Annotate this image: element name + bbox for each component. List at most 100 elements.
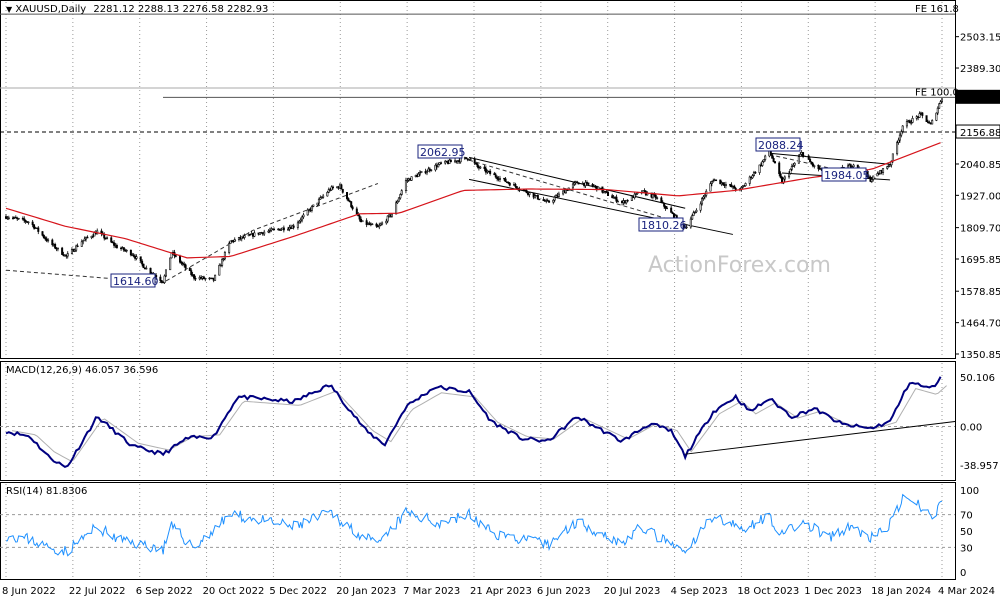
- candle-body: [778, 162, 781, 175]
- candle-body: [437, 164, 440, 168]
- candle-body: [900, 131, 903, 136]
- candle-body: [764, 155, 767, 160]
- candle-body: [665, 207, 668, 210]
- moving-average-line: [5, 142, 941, 259]
- symbol-dropdown-icon[interactable]: ▼: [6, 5, 13, 14]
- candle-body: [56, 247, 59, 250]
- candle-body: [125, 249, 128, 252]
- candle-body: [253, 232, 256, 237]
- candle-body: [159, 276, 162, 281]
- candle-body: [320, 197, 323, 199]
- macd-tick-label: -38.957: [960, 461, 999, 472]
- candle-body: [66, 253, 69, 257]
- candle-body: [390, 213, 393, 217]
- candle-body: [734, 188, 737, 190]
- candle-body: [476, 163, 479, 168]
- candle-body: [712, 180, 715, 183]
- candle-body: [434, 164, 437, 171]
- candle-body: [876, 173, 879, 177]
- candle-body: [525, 190, 528, 194]
- candle-body: [83, 238, 86, 241]
- price-tick-label: 2040.85: [960, 160, 1000, 171]
- candle-body: [351, 206, 354, 210]
- candle-body: [695, 209, 698, 213]
- candle-body: [661, 201, 664, 204]
- candle-body: [280, 228, 283, 231]
- candle-body: [719, 179, 722, 185]
- candle-body: [571, 183, 574, 189]
- candle-body: [306, 209, 309, 216]
- candle-body: [350, 201, 353, 208]
- candle-body: [24, 220, 27, 222]
- candle-body: [113, 242, 116, 246]
- candle-body: [110, 237, 113, 243]
- candle-body: [163, 275, 166, 283]
- candle-body: [701, 198, 704, 205]
- annotation-label: 1614.60: [113, 275, 159, 288]
- candle-body: [810, 161, 813, 164]
- candle-body: [699, 203, 702, 211]
- candle-body: [221, 259, 224, 266]
- candle-body: [691, 215, 694, 220]
- candle-body: [797, 156, 800, 164]
- candle-body: [939, 101, 942, 105]
- candle-body: [404, 179, 407, 191]
- rsi-panel-frame: [0, 482, 956, 580]
- candle-body: [532, 192, 535, 198]
- candle-body: [92, 235, 95, 238]
- x-tick-label: 7 Mar 2023: [403, 586, 460, 597]
- candle-body: [591, 184, 594, 187]
- candle-body: [577, 182, 580, 185]
- annotation-box: [417, 144, 463, 159]
- candle-body: [660, 197, 663, 203]
- annotation-label: 2088.24: [758, 139, 804, 152]
- candle-body: [193, 274, 196, 279]
- candle-body: [327, 189, 330, 193]
- candle-body: [905, 121, 908, 127]
- candle-body: [866, 171, 869, 178]
- candle-body: [355, 208, 358, 215]
- candle-body: [694, 211, 697, 213]
- candle-body: [219, 264, 222, 267]
- candle-body: [316, 202, 319, 206]
- x-tick-label: 8 Jun 2022: [2, 586, 56, 597]
- rsi-series: RSI(14) 81.8306 100 70 50 30 0: [0, 486, 979, 579]
- candle-body: [703, 194, 706, 198]
- candle-body: [296, 222, 299, 228]
- candle-body: [331, 186, 334, 189]
- annotation-box: [110, 273, 156, 288]
- candle-body: [715, 179, 718, 181]
- candle-body: [882, 168, 885, 173]
- candle-body: [273, 228, 276, 231]
- candle-body: [811, 163, 814, 167]
- candle-body: [802, 152, 805, 157]
- candle-body: [141, 260, 144, 265]
- fibonacci-level-label: FE 100.0: [915, 87, 959, 98]
- candle-body: [23, 218, 26, 221]
- candle-body: [774, 161, 777, 164]
- candle-body: [625, 199, 628, 204]
- candle-body: [51, 239, 54, 246]
- candle-body: [149, 267, 152, 274]
- candle-body: [44, 237, 47, 240]
- candle-body: [33, 224, 36, 229]
- candle-body: [741, 185, 744, 188]
- candle-body: [287, 228, 290, 231]
- candle-body: [807, 155, 810, 160]
- candle-body: [341, 188, 344, 193]
- macd-label: MACD(12,26,9) 46.057 36.596: [6, 365, 158, 376]
- candle-body: [400, 190, 403, 195]
- candle-body: [82, 240, 85, 243]
- candle-body: [507, 182, 510, 184]
- candle-body: [395, 202, 398, 215]
- x-tick-label: 4 Mar 2024: [938, 586, 995, 597]
- candle-body: [782, 178, 785, 184]
- price-tick-label: 1695.85: [960, 255, 1000, 266]
- candle-body: [310, 206, 313, 211]
- candle-body: [397, 197, 400, 202]
- candle-body: [465, 157, 468, 159]
- candle-body: [184, 264, 187, 269]
- candle-body: [484, 168, 487, 173]
- symbol-timeframe: XAUUSD,Daily: [15, 4, 87, 15]
- candle-body: [852, 164, 855, 168]
